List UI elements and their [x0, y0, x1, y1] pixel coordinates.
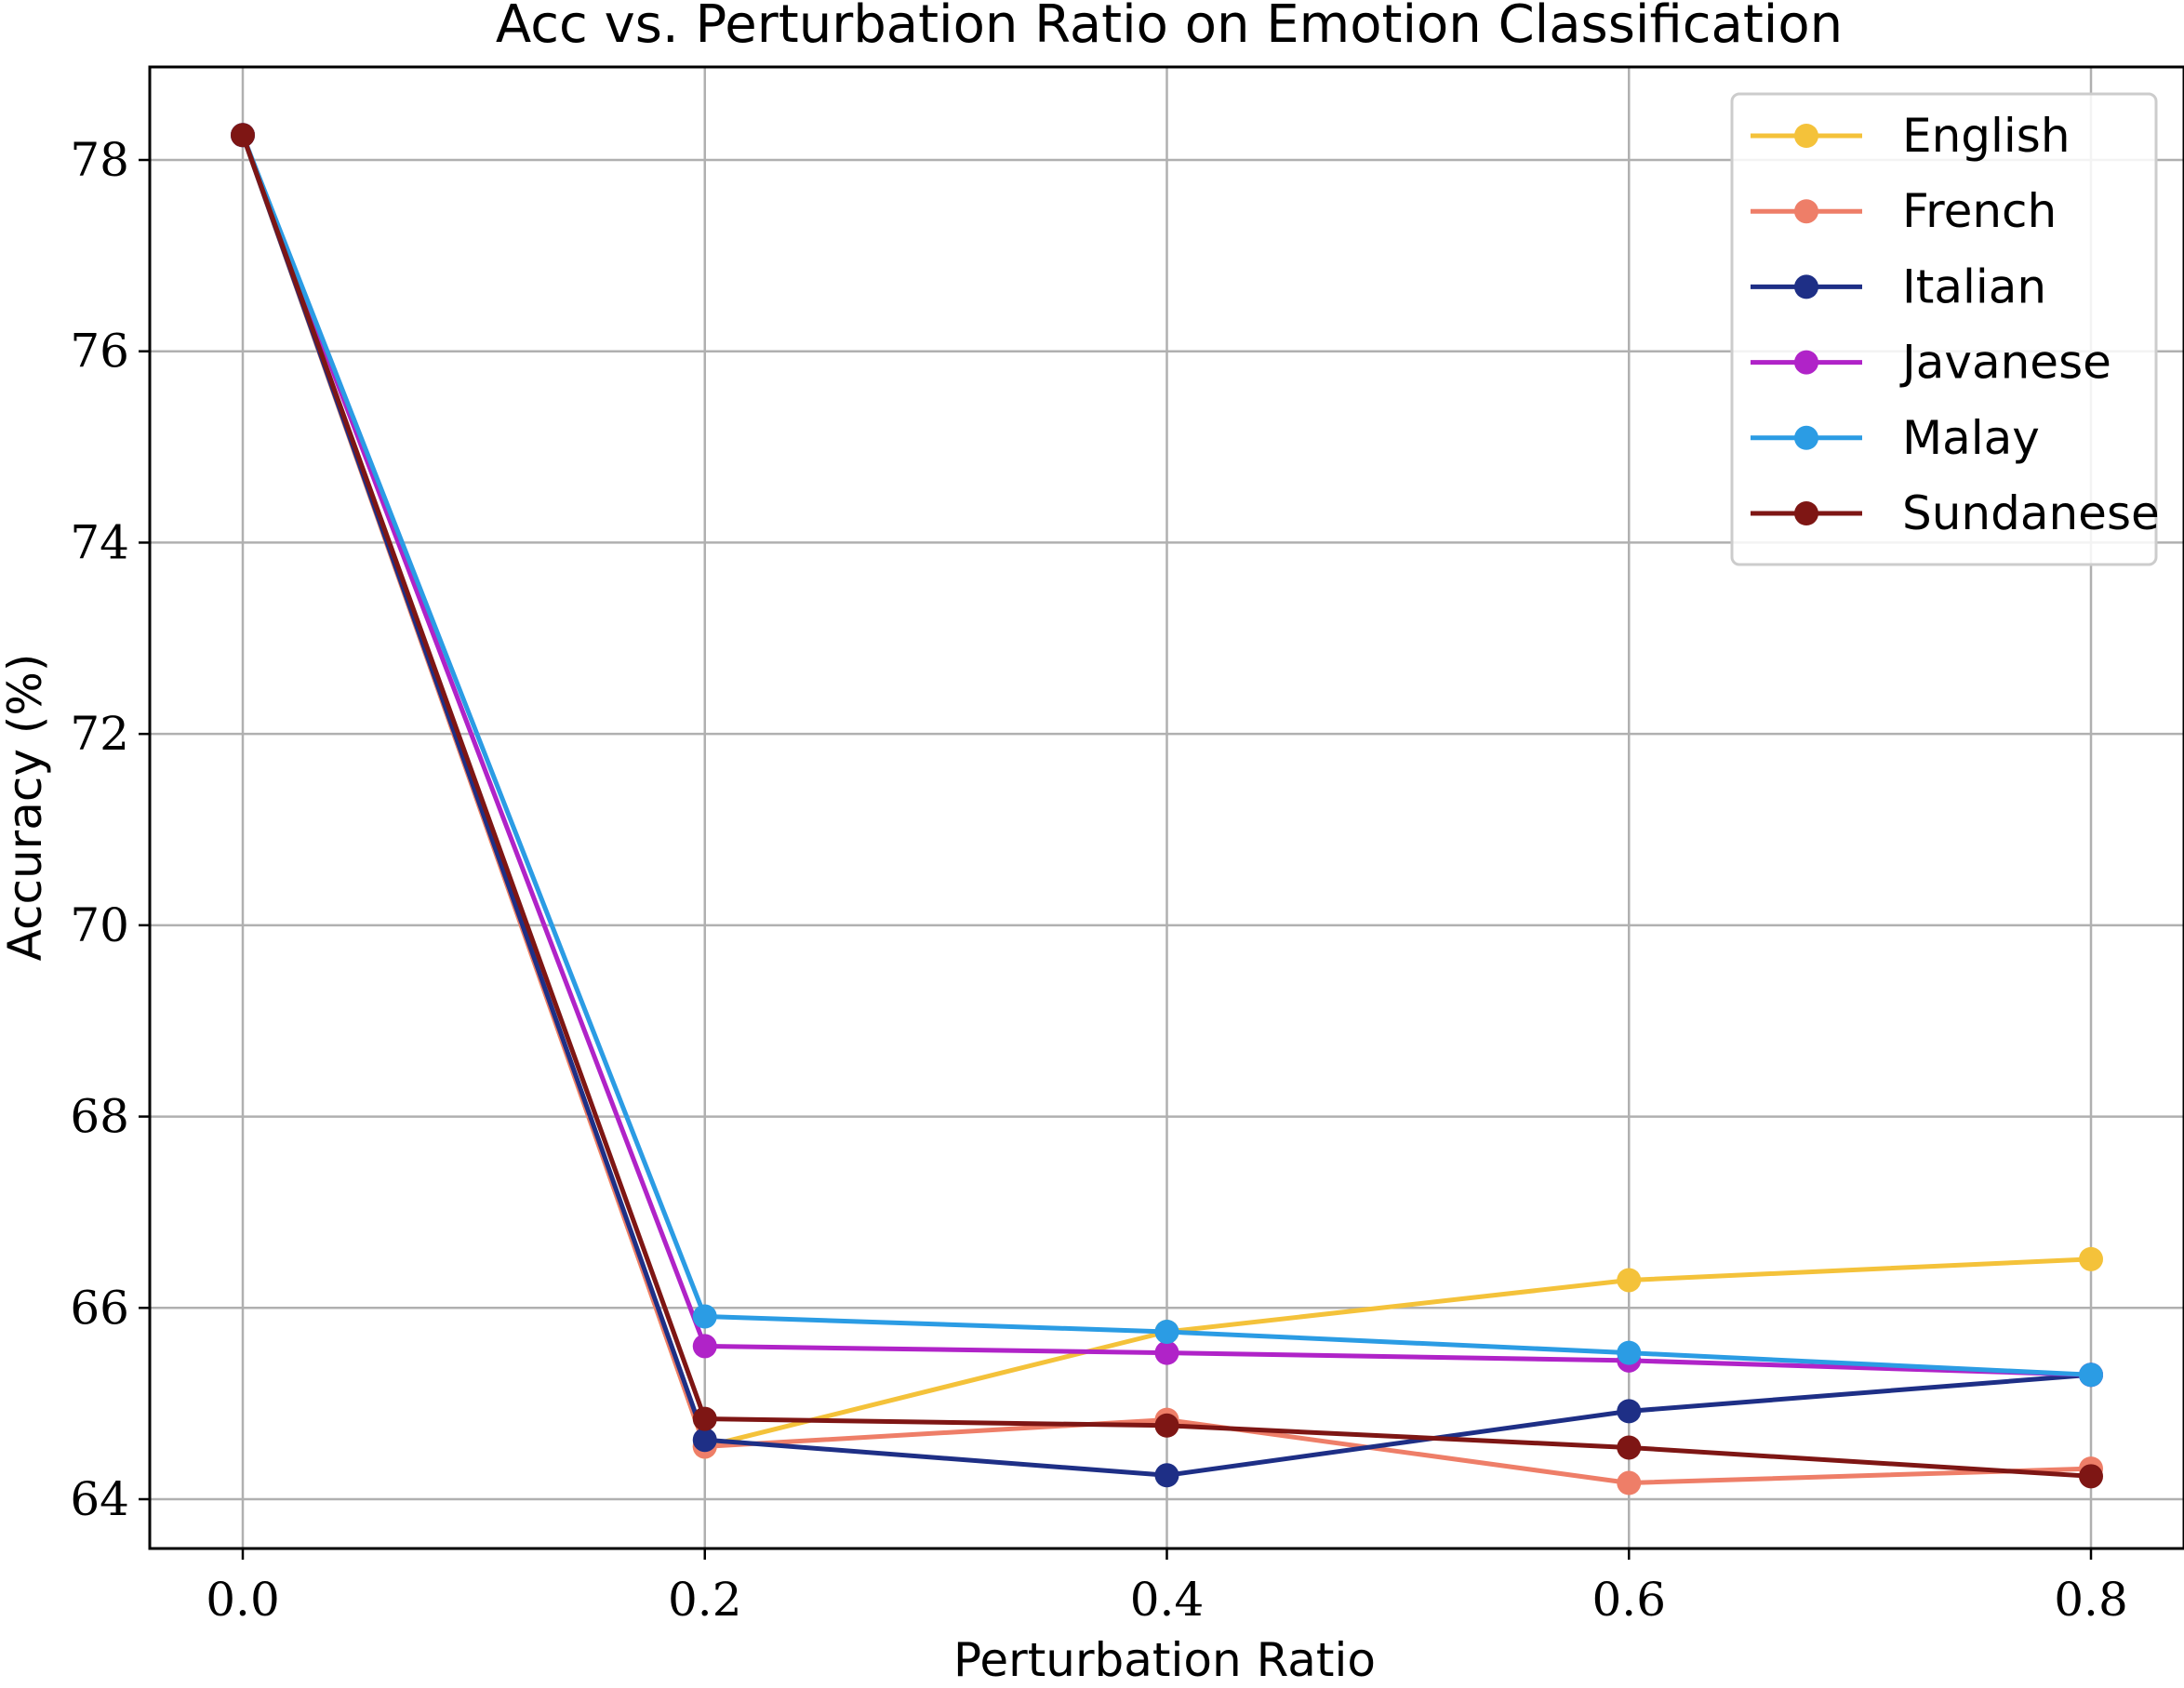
y-tick-label: 68 — [70, 1090, 129, 1144]
legend-swatch-marker — [1794, 350, 1818, 375]
x-tick-label: 0.0 — [206, 1573, 280, 1627]
data-point-malay — [692, 1304, 717, 1329]
legend-item-french: French — [1751, 184, 2057, 238]
y-axis-label: Accuracy (%) — [0, 654, 52, 962]
legend-label: Javanese — [1899, 336, 2111, 390]
y-tick-label: 76 — [70, 325, 129, 379]
y-tick-label: 66 — [70, 1281, 129, 1335]
legend-swatch-marker — [1794, 501, 1818, 525]
data-point-malay — [1617, 1340, 1642, 1365]
y-tick-label: 70 — [70, 898, 129, 952]
legend-label: Sundanese — [1902, 486, 2160, 540]
data-point-italian — [1617, 1399, 1642, 1424]
data-point-sundanese — [231, 123, 255, 148]
y-tick-label: 74 — [70, 515, 129, 569]
legend-item-sundanese: Sundanese — [1751, 486, 2160, 540]
legend: English French Italian Javanese Malay Sundane… — [1730, 92, 2160, 566]
y-tick-label: 72 — [70, 707, 129, 761]
series-sundanese — [231, 123, 2103, 1489]
y-tick-label: 78 — [70, 133, 129, 187]
data-point-sundanese — [1154, 1413, 1179, 1438]
legend-item-javanese: Javanese — [1751, 336, 2111, 390]
legend-label: Malay — [1902, 411, 2040, 465]
data-point-french — [1617, 1470, 1642, 1495]
data-point-italian — [692, 1428, 717, 1453]
data-point-english — [2079, 1246, 2103, 1271]
data-point-english — [1617, 1268, 1642, 1293]
chart-title: Acc vs. Perturbation Ratio on Emotion Cl… — [496, 0, 1843, 55]
data-point-sundanese — [2079, 1464, 2103, 1489]
data-point-javanese — [1154, 1340, 1179, 1365]
data-point-javanese — [692, 1334, 717, 1359]
y-tick-label: 64 — [70, 1472, 129, 1526]
axis-ticks: 0.0 0.2 0.4 0.6 0.8 64 66 68 70 72 74 76 78 — [70, 133, 2127, 1627]
x-tick-label: 0.4 — [1130, 1573, 1205, 1627]
data-point-malay — [2079, 1362, 2103, 1388]
legend-item-malay: Malay — [1751, 411, 2040, 465]
data-point-sundanese — [1617, 1435, 1642, 1460]
x-tick-label: 0.2 — [668, 1573, 742, 1627]
legend-label: English — [1902, 109, 2071, 163]
legend-swatch-marker — [1794, 199, 1818, 224]
data-point-malay — [1154, 1320, 1179, 1344]
data-point-sundanese — [692, 1406, 717, 1431]
legend-label: Italian — [1902, 259, 2046, 313]
legend-label: French — [1902, 184, 2057, 238]
x-tick-label: 0.6 — [1591, 1573, 1666, 1627]
series-group — [231, 123, 2103, 1495]
legend-swatch-marker — [1794, 124, 1818, 148]
data-point-italian — [1154, 1463, 1179, 1488]
legend-item-english: English — [1751, 109, 2071, 163]
x-tick-label: 0.8 — [2054, 1573, 2128, 1627]
legend-swatch-marker — [1794, 425, 1818, 450]
x-axis-label: Perturbation Ratio — [953, 1633, 1376, 1687]
legend-item-italian: Italian — [1751, 259, 2046, 313]
legend-swatch-marker — [1794, 274, 1818, 299]
